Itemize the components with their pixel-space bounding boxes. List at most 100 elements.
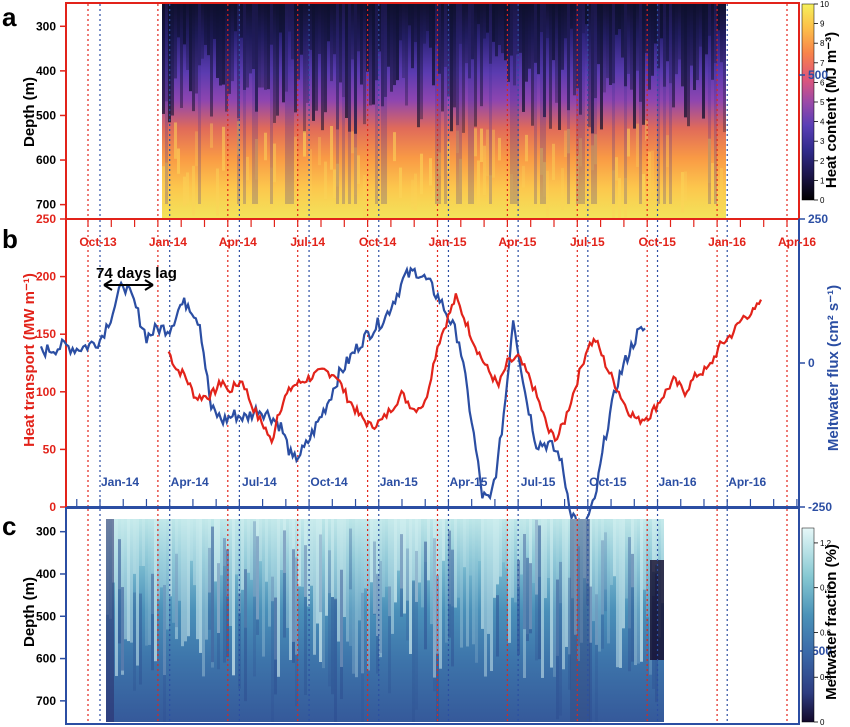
heat-dark-stripe — [594, 4, 597, 99]
heat-dark-stripe — [258, 4, 261, 88]
heat-cool-stripe — [543, 4, 546, 204]
heat-dark-stripe — [507, 4, 510, 82]
colorbar-tick-label: 9 — [820, 20, 825, 29]
heat-dark-stripe — [363, 4, 366, 125]
melt-dark-stripe — [175, 553, 178, 628]
panel-b-right-ylabel: Meltwater flux (cm² s⁻¹) — [825, 285, 842, 451]
melt-light-stripe — [133, 519, 136, 574]
heat-dark-stripe — [387, 4, 390, 67]
heat-dark-stripe — [282, 4, 285, 103]
heat-dark-stripe — [486, 4, 489, 33]
heat-dark-stripe — [669, 4, 672, 84]
melt-light-stripe — [604, 519, 607, 590]
panel-b-left-y-ticks: 0 50 100 150 200 250 — [36, 212, 66, 514]
melt-light-stripe — [310, 519, 313, 586]
melt-light-stripe — [127, 519, 130, 642]
heat-dark-stripe — [420, 4, 423, 120]
melt-light-stripe — [466, 519, 469, 647]
melt-light-stripe — [406, 519, 409, 601]
heat-dark-stripe — [243, 4, 246, 90]
heat-warm-stripe — [216, 168, 219, 216]
heat-dark-stripe — [291, 4, 294, 60]
heat-dark-stripe — [342, 4, 345, 98]
melt-light-stripe — [235, 519, 238, 575]
heat-dark-stripe — [543, 4, 546, 118]
heat-dark-stripe — [504, 4, 507, 61]
heat-cool-stripe — [381, 4, 384, 204]
melt-light-stripe — [286, 519, 289, 628]
heat-dark-stripe — [477, 4, 480, 25]
melt-light-stripe — [520, 519, 523, 575]
heat-dark-stripe — [510, 4, 513, 56]
melt-light-stripe — [424, 519, 427, 562]
heat-dark-stripe — [318, 4, 321, 54]
heat-dark-stripe — [672, 4, 675, 108]
melt-dark-stripe — [568, 577, 571, 690]
heat-cool-stripe — [612, 4, 615, 204]
heat-dark-stripe — [582, 4, 585, 34]
top-month-label: Jan-14 — [149, 235, 187, 249]
heat-dark-stripe — [312, 4, 315, 121]
heat-dark-stripe — [435, 4, 438, 45]
heat-dark-stripe — [162, 4, 165, 114]
depth-tick-label: 700 — [36, 694, 56, 708]
heat-dark-stripe — [438, 4, 441, 74]
colorbar-tick-label: 0.6 — [820, 628, 832, 637]
heat-warm-stripe — [330, 126, 333, 170]
heat-dark-stripe — [456, 4, 459, 126]
heat-dark-stripe — [414, 4, 417, 43]
heat-dark-stripe — [429, 4, 432, 48]
heat-dark-stripe — [642, 4, 645, 125]
heat-dark-stripe — [210, 4, 213, 117]
heat-warm-stripe — [474, 128, 477, 157]
melt-light-stripe — [652, 519, 655, 572]
depth-tick-label: 600 — [36, 652, 56, 666]
heat-dark-stripe — [621, 4, 624, 58]
melt-light-stripe — [409, 519, 412, 654]
melt-light-stripe — [589, 519, 592, 643]
heat-dark-stripe — [495, 4, 498, 57]
melt-light-stripe — [475, 519, 478, 663]
heat-cool-stripe — [438, 4, 441, 204]
melt-light-stripe — [169, 519, 172, 597]
melt-light-stripe — [379, 519, 382, 658]
heat-dark-stripe — [426, 4, 429, 31]
heat-dark-stripe — [552, 4, 555, 61]
depth-tick-label: 300 — [36, 19, 56, 33]
melt-dark-stripe — [121, 587, 124, 671]
melt-dark-stripe — [244, 569, 247, 702]
heat-cool-stripe — [336, 4, 339, 204]
heat-cool-stripe — [567, 4, 570, 204]
panel-c-colorbar-ticks: 0 0.3 0.6 0.9 1.2 — [814, 539, 832, 727]
melt-light-stripe — [346, 519, 349, 642]
depth-tick-label: 400 — [36, 567, 56, 581]
melt-light-stripe — [478, 519, 481, 561]
melt-light-stripe — [349, 519, 352, 646]
colorbar-tick-label: 1 — [820, 176, 825, 185]
panel-a-y-axis: 300 400 500 600 700 — [36, 19, 66, 212]
heat-warm-stripe — [177, 148, 180, 174]
heat-warm-stripe — [648, 151, 651, 200]
melt-light-stripe — [220, 519, 223, 576]
heat-dark-stripe — [168, 4, 171, 123]
heat-dark-stripe — [294, 4, 297, 113]
heat-dark-stripe — [432, 4, 435, 86]
heat-dark-stripe — [651, 4, 654, 76]
heat-dark-stripe — [231, 4, 234, 82]
melt-light-stripe — [178, 519, 181, 601]
melt-light-stripe — [247, 519, 250, 573]
melt-light-stripe — [283, 519, 286, 573]
depth-tick-label: 500 — [36, 609, 56, 623]
heat-dark-stripe — [657, 4, 660, 69]
heat-warm-stripe — [294, 136, 297, 181]
heat-dark-stripe — [390, 4, 393, 92]
heat-cool-stripe — [354, 4, 357, 204]
melt-light-stripe — [622, 519, 625, 629]
heat-cool-stripe — [291, 4, 294, 204]
heat-dark-stripe — [384, 4, 387, 97]
heat-cool-stripe — [669, 4, 672, 204]
heat-dark-stripe — [555, 4, 558, 103]
heat-dark-stripe — [324, 4, 327, 113]
panel-b-bottom-ticks: Jan-14 Apr-14 Jul-14 Oct-14 Jan-15 Apr-15 Jul-… — [76, 475, 798, 507]
heat-dark-stripe — [261, 4, 264, 88]
